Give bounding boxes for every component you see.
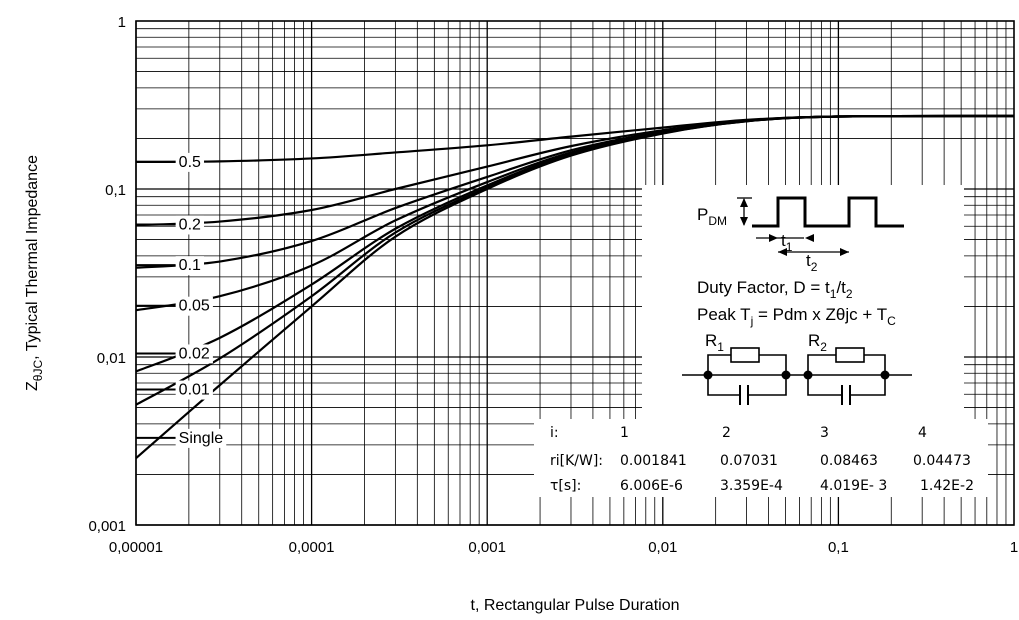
series-line-single: [135, 114, 1015, 459]
table-tau-3: 4.019E- 3: [820, 478, 887, 494]
series-label: 0.05: [179, 298, 210, 315]
rc-parameter-table: i: 1 2 3 4 ri[K/W]: 0.001841 0.07031 0.0…: [550, 425, 974, 494]
table-tau-2: 3.359E-4: [720, 478, 783, 494]
pulse-waveform: [752, 196, 904, 228]
table-index-4: 4: [918, 425, 927, 441]
y-tick-label: 0,001: [88, 518, 126, 535]
t1-arrowhead-left: [769, 234, 778, 242]
x-axis-title: t, Rectangular Pulse Duration: [471, 597, 680, 614]
series-label: 0.01: [179, 382, 210, 399]
y-axis-title: ZθJC, Typical Thermal Impedance: [24, 155, 45, 391]
inset-background: [642, 185, 964, 419]
t2-label: t2: [806, 251, 818, 274]
duty-factor-text: Duty Factor, D = t1/t2: [697, 278, 853, 301]
x-tick-label: 0,01: [648, 539, 677, 556]
series-labels: 0.5 0.2 0.1 0.05 0.02 0.01 Single: [136, 152, 227, 448]
t2-arrowhead-left: [778, 248, 787, 256]
chart-curves: [135, 114, 1015, 459]
table-tau-4: 1.42E-2: [920, 478, 974, 494]
rc-node: [781, 370, 791, 380]
series-label-background: [175, 380, 213, 400]
y-tick-label: 1: [118, 14, 126, 31]
t1-label: t1: [781, 231, 793, 254]
series-label: 0.5: [179, 154, 201, 171]
table-ri-3: 0.08463: [820, 453, 878, 469]
y-tick-label: 0,1: [105, 182, 126, 199]
y-tick-label: 0,01: [97, 350, 126, 367]
table-tau-1: 6.006E-6: [620, 478, 683, 494]
table-ri-1: 0.001841: [620, 453, 687, 469]
pdm-arrowhead-bottom: [740, 217, 748, 226]
rc-node: [803, 370, 813, 380]
tick-labels: 0,00001 0,0001 0,001 0,01 0,1 1 0,001 0,01 0,1 1: [88, 14, 1018, 556]
series-label: Single: [179, 430, 224, 447]
x-tick-label: 0,001: [468, 539, 506, 556]
series-label: 0.02: [179, 345, 210, 362]
t1-arrowhead-right: [805, 234, 814, 242]
table-index-label: i:: [550, 425, 559, 441]
series-label: 0.1: [179, 257, 201, 274]
pdm-arrowhead-top: [740, 198, 748, 207]
series-label-background: [175, 296, 213, 316]
x-tick-label: 1: [1010, 539, 1018, 556]
table-background: [534, 419, 988, 497]
rc-node: [703, 370, 713, 380]
series-label-background: [175, 428, 227, 448]
table-index-2: 2: [722, 425, 731, 441]
r1-label: R1: [705, 331, 724, 354]
x-tick-label: 0,0001: [289, 539, 335, 556]
table-ri-label: ri[K/W]:: [550, 453, 603, 469]
table-index-1: 1: [620, 425, 629, 441]
series-label-background: [175, 344, 213, 364]
peak-tj-text: Peak Tj = Pdm x Zθjc + TC: [697, 305, 896, 328]
x-tick-label: 0,1: [828, 539, 849, 556]
table-ri-4: 0.04473: [913, 453, 971, 469]
x-tick-label: 0,00001: [109, 539, 163, 556]
table-tau-label: τ[s]:: [550, 478, 581, 494]
r2-label: R2: [808, 331, 827, 354]
series-label: 0.2: [179, 216, 201, 233]
series-label-background: [175, 256, 205, 276]
r2-resistor: [835, 347, 865, 363]
series-label-background: [175, 152, 205, 172]
t2-arrowhead-right: [840, 248, 849, 256]
table-index-3: 3: [820, 425, 829, 441]
pulse-diagram: PDM t1 t2: [697, 196, 904, 274]
r1-resistor: [730, 347, 760, 363]
series-label-background: [175, 215, 205, 235]
rc-network-diagram: [682, 347, 912, 405]
table-ri-2: 0.07031: [720, 453, 778, 469]
pdm-label: PDM: [697, 205, 727, 228]
plot-frame: [135, 20, 1015, 526]
rc-node: [880, 370, 890, 380]
